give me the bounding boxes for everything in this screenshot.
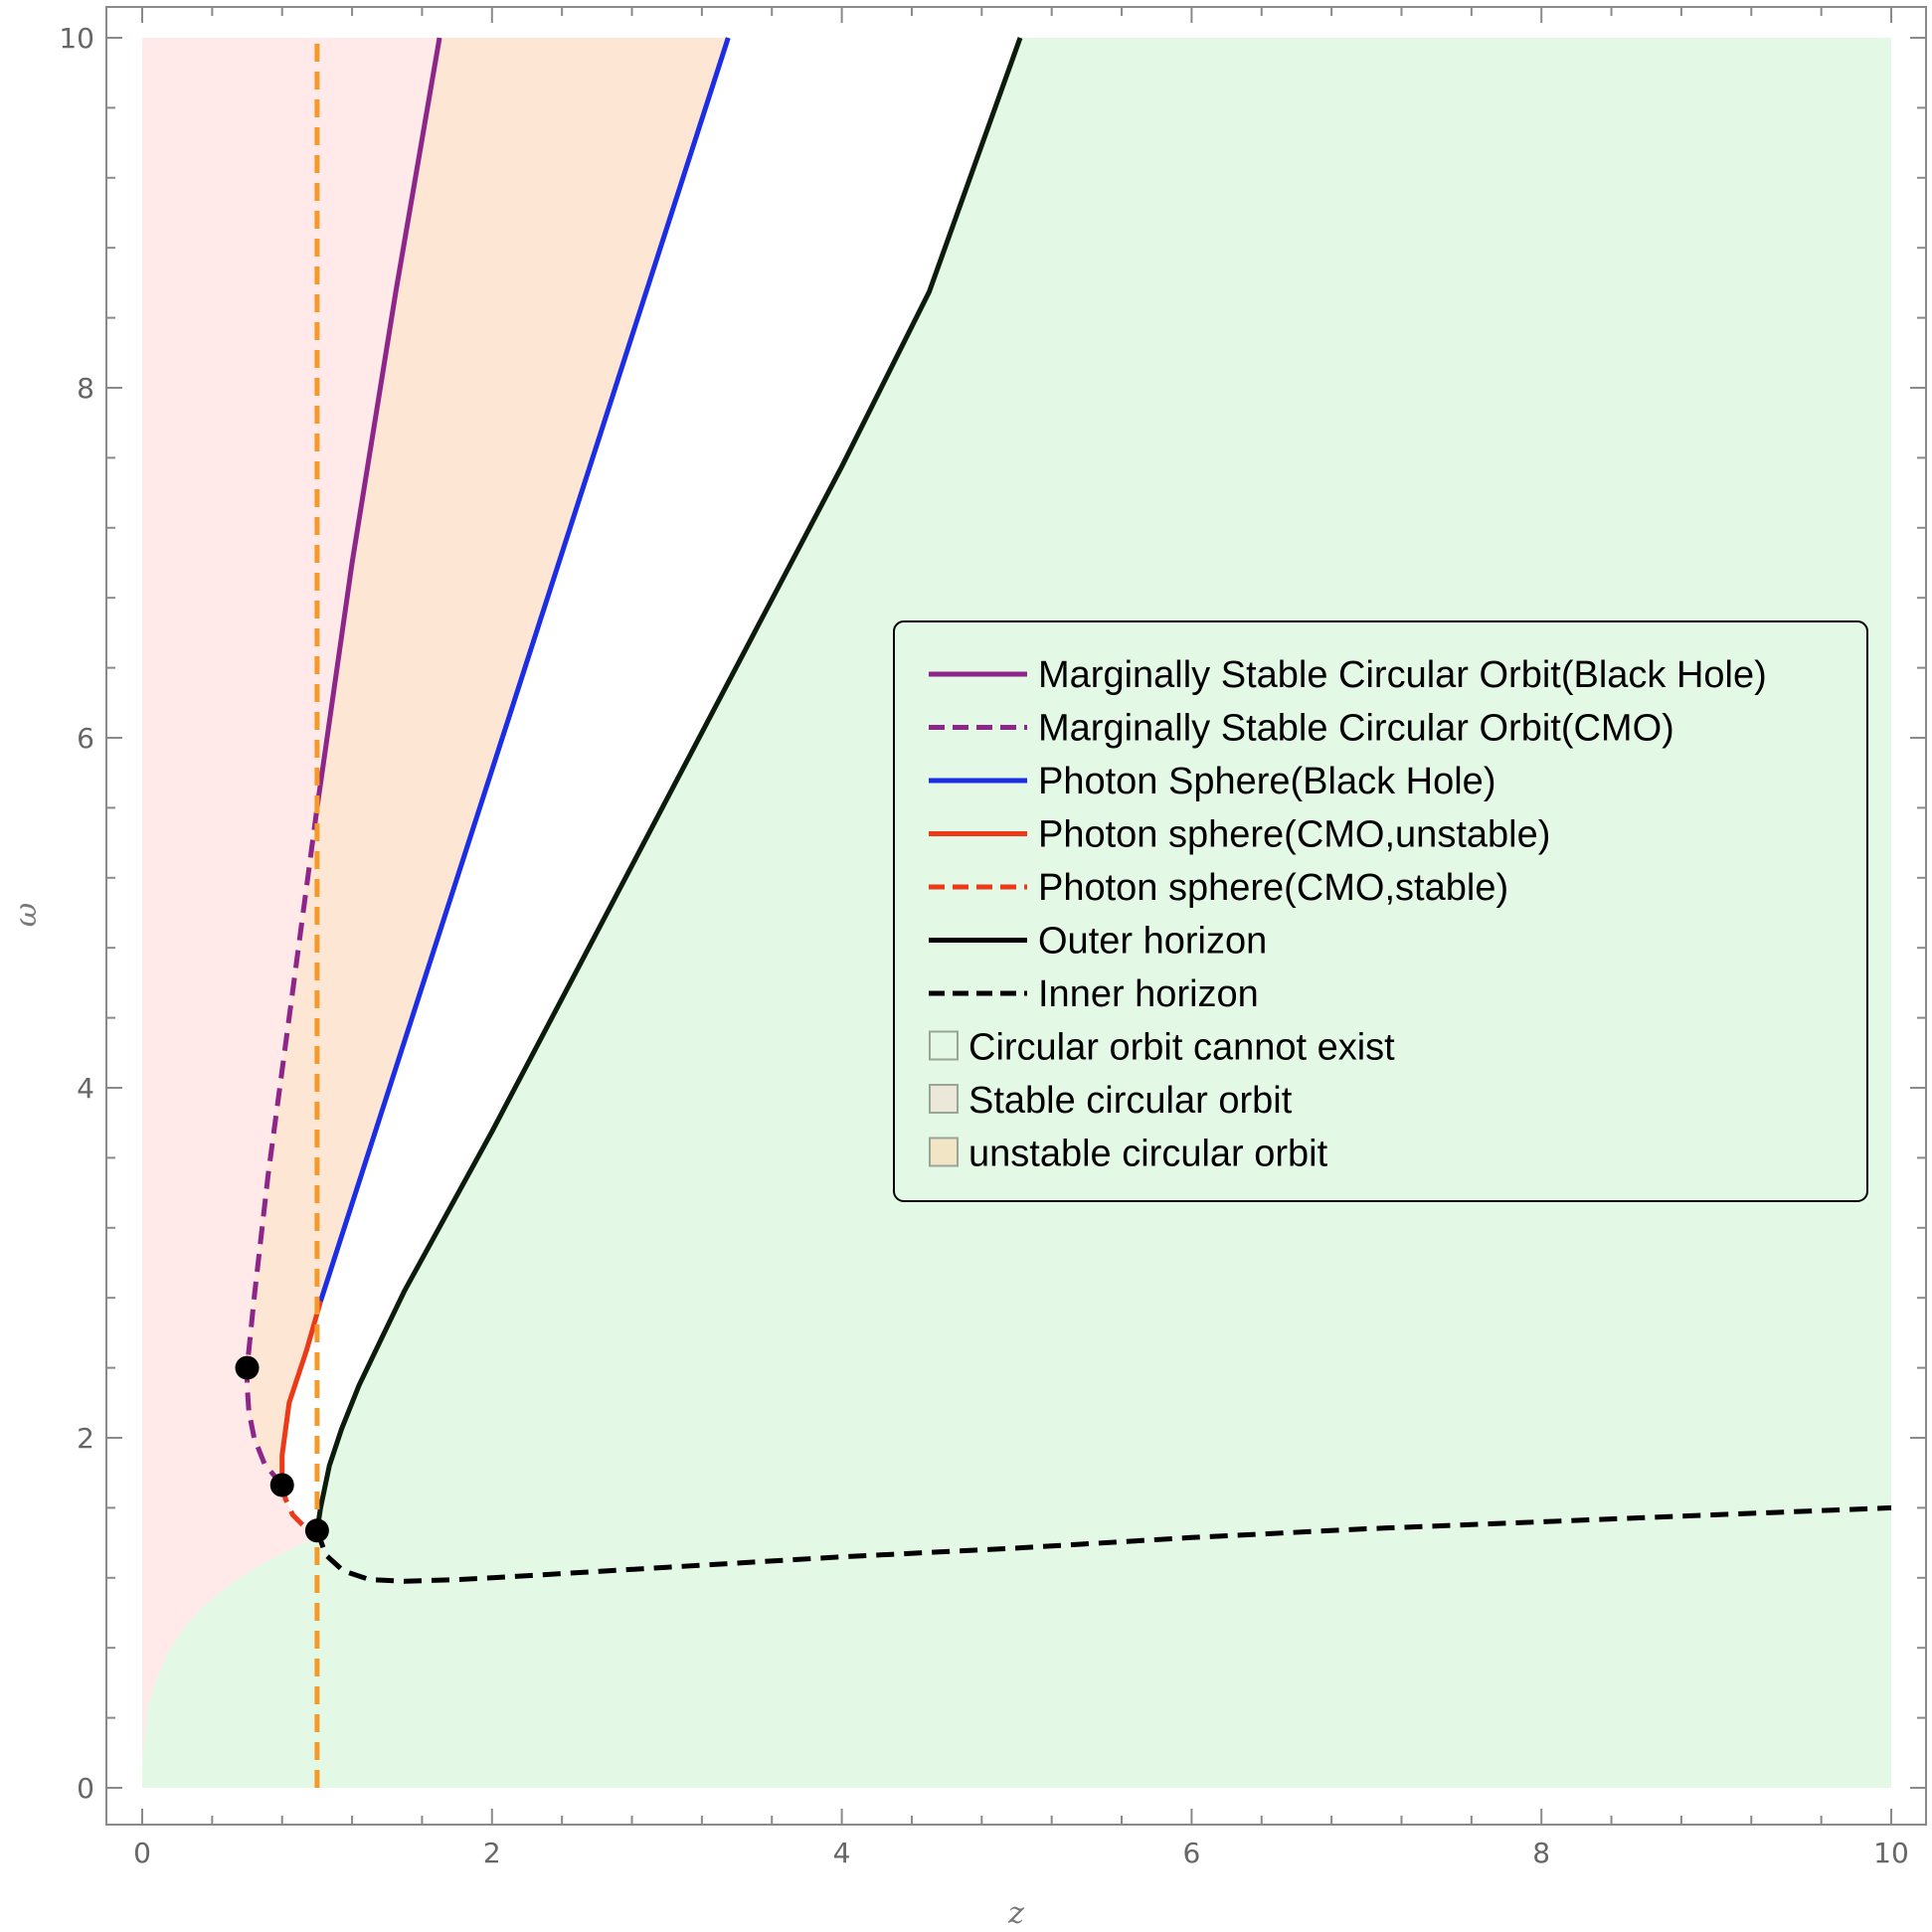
legend-label-outer-horizon: Outer horizon: [1038, 921, 1267, 963]
legend-label-photon-sphere-cmo-stable: Photon sphere(CMO,stable): [1038, 867, 1508, 909]
x-tick-label: 8: [1532, 1837, 1550, 1869]
x-tick-label: 2: [483, 1837, 501, 1869]
legend: Marginally Stable Circular Orbit(Black H…: [893, 620, 1868, 1202]
legend-label-inner-horizon: Inner horizon: [1038, 973, 1259, 1015]
x-tick-label: 0: [133, 1837, 151, 1869]
legend-swatch-unstable-circular-orbit: [929, 1137, 959, 1167]
axes-layer: 0 0 2 2 4 4 6 6 8 8 10 10: [59, 6, 1927, 1869]
series-outer-horizon: [314, 37, 1023, 1531]
series-marginally-stable-circular-orbit-black-hole: [314, 37, 442, 808]
series-inner-horizon: [314, 1504, 1892, 1584]
y-axis-label: ω: [9, 903, 44, 927]
critical-point-2: [269, 1473, 294, 1497]
y-tick-label: 2: [77, 1422, 94, 1455]
critical-point-1: [235, 1355, 260, 1380]
plot-frame: [105, 6, 1927, 1826]
legend-swatch-circular-orbit-cannot-exist: [929, 1030, 959, 1061]
x-tick-label: 6: [1182, 1837, 1200, 1869]
legend-label-stable-circular-orbit: Stable circular orbit: [968, 1080, 1293, 1122]
y-tick-label: 0: [77, 1772, 94, 1805]
y-tick-label: 10: [59, 22, 94, 55]
x-tick-label: 10: [1873, 1837, 1909, 1869]
legend-swatch-stable-circular-orbit: [929, 1084, 959, 1114]
region-unstable-circular-orbit: [247, 38, 729, 1486]
x-tick-label: 4: [833, 1837, 851, 1869]
legend-label-marginally-stable-circular-orbit-black-hole: Marginally Stable Circular Orbit(Black H…: [1038, 654, 1767, 696]
legend-label-photon-sphere-black-hole: Photon Sphere(Black Hole): [1038, 761, 1495, 802]
points-layer: [235, 1355, 329, 1543]
legend-label-circular-orbit-cannot-exist: Circular orbit cannot exist: [968, 1027, 1395, 1069]
y-tick-label: 8: [77, 372, 94, 405]
legend-box: [893, 620, 1868, 1202]
series-photon-sphere-black-hole: [318, 37, 731, 1303]
y-tick-label: 6: [77, 722, 94, 755]
y-tick-label: 4: [77, 1072, 94, 1105]
legend-label-photon-sphere-cmo-unstable: Photon sphere(CMO,unstable): [1038, 814, 1550, 856]
x-axis-label: z: [1007, 1896, 1024, 1931]
legend-label-marginally-stable-circular-orbit-cmo: Marginally Stable Circular Orbit(CMO): [1038, 708, 1674, 750]
legend-label-unstable-circular-orbit: unstable circular orbit: [968, 1134, 1328, 1175]
series-photon-sphere-cmo-unstable: [279, 1301, 323, 1486]
critical-point-3: [304, 1518, 329, 1543]
